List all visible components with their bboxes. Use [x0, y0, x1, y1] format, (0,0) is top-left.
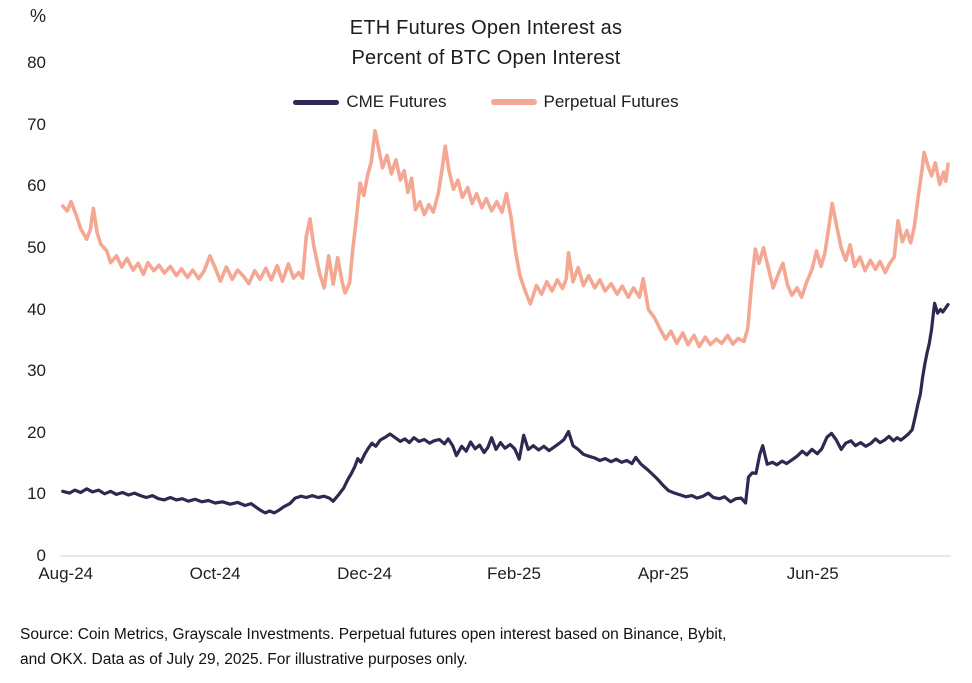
source-note: Source: Coin Metrics, Grayscale Investme…: [20, 622, 962, 672]
y-tick-label: 60: [27, 176, 46, 196]
y-axis-unit-label: %: [29, 6, 46, 26]
y-tick-label: 20: [27, 422, 46, 442]
x-tick-label: Feb-25: [487, 564, 541, 583]
source-note-line2: and OKX. Data as of July 29, 2025. For i…: [20, 651, 468, 668]
y-tick-label: 80: [27, 53, 46, 72]
y-tick-label: 0: [36, 546, 46, 565]
y-tick-label: 70: [27, 114, 46, 134]
legend-label-perpetual-futures: Perpetual Futures: [543, 92, 679, 111]
y-tick-label: 40: [27, 299, 46, 319]
perpetual-futures-line-swatch: [490, 99, 537, 105]
legend-label-cme-futures: CME Futures: [346, 92, 447, 111]
x-tick-label: Oct-24: [189, 564, 241, 583]
chart-title-line2: Percent of BTC Open Interest: [351, 47, 621, 69]
y-tick-label: 30: [27, 361, 46, 381]
legend-item-perpetual-futures: Perpetual Futures: [490, 92, 679, 112]
x-tick-label: Apr-25: [637, 564, 689, 583]
x-tick-label: Aug-24: [38, 564, 94, 583]
cme-futures-line-swatch: [293, 99, 340, 105]
line-perpetual-futures: [60, 129, 950, 349]
y-tick-label: 10: [27, 484, 46, 504]
legend-item-cme-futures: CME Futures: [293, 92, 447, 112]
y-tick-label: 50: [27, 237, 46, 257]
chart-legend: CME Futures Perpetual Futures: [0, 92, 972, 112]
source-note-line1: Source: Coin Metrics, Grayscale Investme…: [20, 626, 727, 643]
line-cme-futures: [61, 301, 950, 515]
chart-title: ETH Futures Open Interest as Percent of …: [0, 13, 972, 73]
x-tick-label: Jun-25: [786, 564, 839, 583]
chart-title-line1: ETH Futures Open Interest as: [349, 17, 623, 39]
x-tick-label: Dec-24: [337, 564, 392, 583]
